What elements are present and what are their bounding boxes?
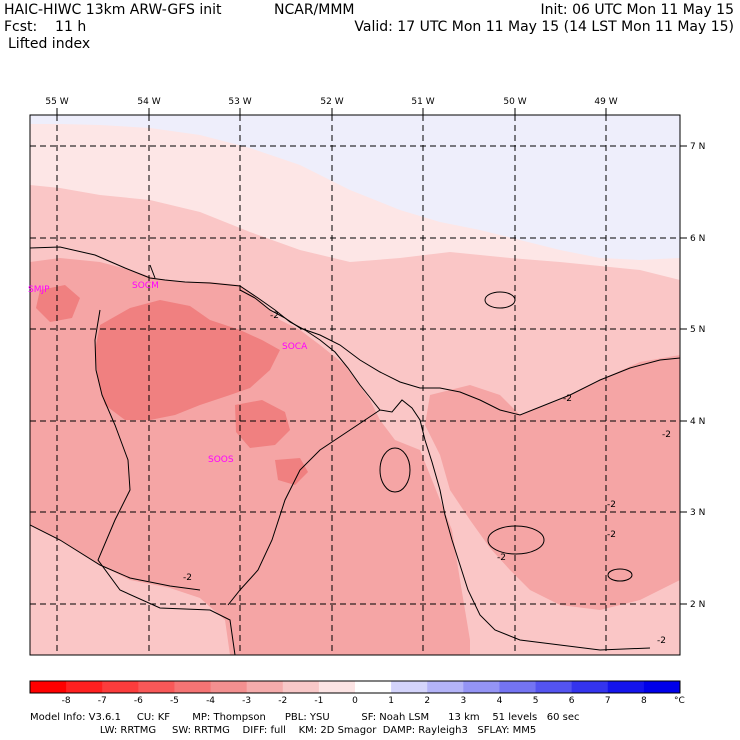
colorbar-swatch <box>102 681 139 693</box>
contour-label: -2 <box>270 311 279 321</box>
graticule <box>30 115 680 655</box>
lon-label: 49 W <box>594 97 617 107</box>
colorbar-label: 6 <box>569 696 575 706</box>
colorbar-swatch <box>174 681 212 693</box>
li-band-m4-patch-4 <box>275 458 308 485</box>
contour-line-m2-north <box>239 289 680 416</box>
colorbar-label: -6 <box>134 696 143 706</box>
colorbar-swatch <box>318 681 356 693</box>
contour-loop-4 <box>379 447 411 493</box>
contour-label: -2 <box>183 573 192 583</box>
lon-label: 53 W <box>228 97 251 107</box>
contour-label: -2 <box>497 553 506 563</box>
contour-labels: -2 -2 -2 -2 -2 -2 -2 -2 <box>183 311 671 646</box>
lat-label: 6 N <box>690 234 705 244</box>
plot-frame <box>29 114 681 656</box>
colorbar-swatch <box>535 681 573 693</box>
colorbar-swatch <box>138 681 175 693</box>
colorbar-swatch <box>391 681 428 693</box>
contour-loop-2 <box>607 568 633 582</box>
li-band-0 <box>30 115 680 260</box>
axis-ticks <box>56 108 687 605</box>
border-french-guiana-brazil <box>149 264 156 279</box>
forecast-hour: Fcst: 11 h <box>4 19 87 35</box>
colorbar-label: 3 <box>460 696 466 706</box>
lat-label: 3 N <box>690 508 705 518</box>
map-plot-area <box>30 115 680 655</box>
colorbar-swatch <box>499 681 537 693</box>
contour-loop-1 <box>487 525 545 555</box>
contour-line-m2-southwest <box>30 524 201 591</box>
colorbar-label: 0 <box>352 696 358 706</box>
colorbar-label: 5 <box>533 696 539 706</box>
colorbar-unit: °C <box>674 696 685 706</box>
colorbar-label: 1 <box>388 696 394 706</box>
li-band-m4-patch-3 <box>36 285 80 322</box>
colorbar-swatch <box>463 681 500 693</box>
lon-label: 51 W <box>411 97 434 107</box>
contour-label: -2 <box>657 636 666 646</box>
colorbar-swatch <box>246 681 284 693</box>
colorbar-frame <box>29 680 681 694</box>
colorbar-label: 2 <box>424 696 430 706</box>
init-time: Init: 06 UTC Mon 11 May 15 <box>540 2 734 18</box>
station-label-smjp: SMJP <box>28 285 50 295</box>
li-band-m3-east <box>425 355 680 610</box>
colorbar-label: -3 <box>242 696 251 706</box>
li-band-m4-patch-2 <box>235 400 290 448</box>
colorbar-swatch <box>571 681 609 693</box>
border-suriname-guiana <box>227 409 381 606</box>
border-guyana-suriname <box>94 309 236 655</box>
colorbar: -8 -7 -6 -5 -4 -3 -2 -1 0 1 2 3 4 5 6 7 8 <box>29 680 681 706</box>
colorbar-swatch <box>643 681 681 693</box>
colorbar-label: -5 <box>170 696 179 706</box>
latitude-labels: 7 N 6 N 5 N 4 N 3 N 2 N <box>690 142 705 610</box>
station-label-soos: SOOS <box>208 455 234 465</box>
lat-label: 5 N <box>690 325 705 335</box>
lat-label: 2 N <box>690 600 705 610</box>
contour-label: -2 <box>607 500 616 510</box>
contour-label: -2 <box>563 394 572 404</box>
model-info-line-2: LW: RRTMG SW: RRTMG DIFF: full KM: 2D Sm… <box>30 725 537 736</box>
lon-label: 55 W <box>45 97 68 107</box>
contour-label: -2 <box>662 430 671 440</box>
colorbar-swatch <box>355 681 392 693</box>
lon-label: 50 W <box>503 97 526 107</box>
colorbar-label: -7 <box>98 696 107 706</box>
colorbar-label: -2 <box>278 696 287 706</box>
colorbar-label: -4 <box>206 696 215 706</box>
coastline <box>30 246 651 651</box>
li-band-m4 <box>95 300 280 420</box>
lon-label: 52 W <box>320 97 343 107</box>
lat-label: 7 N <box>690 142 705 152</box>
longitude-labels: 55 W 54 W 53 W 52 W 51 W 50 W 49 W <box>45 97 617 107</box>
colorbar-label: -1 <box>314 696 323 706</box>
colorbar-label: 8 <box>641 696 647 706</box>
colorbar-swatch <box>30 681 67 693</box>
lon-label: 54 W <box>137 97 160 107</box>
colorbar-label: 4 <box>497 696 503 706</box>
lat-label: 4 N <box>690 417 705 427</box>
field-name: Lifted index <box>8 36 91 52</box>
model-info-line-1: Model Info: V3.6.1 CU: KF MP: Thompson P… <box>30 712 580 723</box>
station-label-soca: SOCA <box>282 342 308 352</box>
organization-label: NCAR/MMM <box>274 2 355 18</box>
colorbar-swatch <box>210 681 248 693</box>
valid-time: Valid: 17 UTC Mon 11 May 15 (14 LST Mon … <box>354 19 734 35</box>
contour-label: -2 <box>607 530 616 540</box>
model-title: HAIC-HIWC 13km ARW-GFS init <box>4 2 222 18</box>
station-label-socm: SOCM <box>132 281 159 291</box>
station-labels: SMJP SOCM SOCA SOOS <box>28 281 308 465</box>
colorbar-swatch <box>607 681 645 693</box>
colorbar-swatch <box>427 681 464 693</box>
colorbar-label: -8 <box>62 696 71 706</box>
colorbar-swatch <box>282 681 320 693</box>
colorbar-swatch <box>66 681 103 693</box>
colorbar-label: 7 <box>605 696 611 706</box>
